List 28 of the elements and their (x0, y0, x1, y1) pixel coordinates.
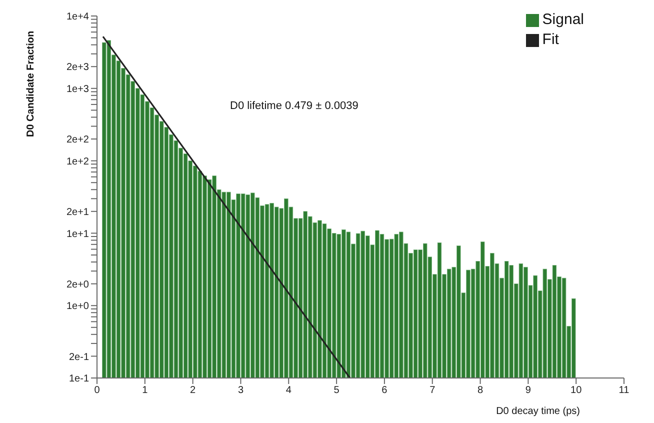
legend-label: Fit (542, 30, 559, 50)
y-tick-label: 2e+0 (66, 279, 90, 290)
y-tick-label: 1e-1 (68, 374, 90, 385)
x-tick-label: 4 (286, 385, 292, 396)
y-tick-label: 1e+1 (66, 228, 90, 240)
x-tick-label: 8 (477, 385, 484, 396)
y-tick-label: 1e+0 (66, 301, 90, 312)
x-tick-label: 3 (238, 385, 244, 396)
y-tick-label: 1e+3 (66, 84, 90, 95)
y-tick-label: 1e+2 (66, 156, 90, 168)
x-tick-label: 9 (525, 385, 532, 396)
legend-label: Signal (542, 10, 584, 30)
y-axis-title: D0 Candidate Fraction (26, 30, 37, 137)
x-tick-label: 2 (190, 385, 196, 396)
x-axis-title: D0 decay time (ps) (496, 406, 580, 417)
y-tick-label: 2e-1 (68, 352, 90, 363)
x-tick-label: 0 (94, 385, 100, 396)
annotation: D0 lifetime 0.479 ± 0.0039 (230, 100, 358, 112)
x-tick-label: 1 (142, 385, 148, 396)
x-tick-label: 10 (570, 385, 582, 396)
x-tick-label: 7 (430, 385, 436, 396)
y-tick-label: 2e+2 (66, 134, 90, 146)
y-tick-label: 2e+3 (66, 62, 90, 74)
x-tick-label: 5 (334, 385, 340, 396)
y-tick-label: 2e+1 (66, 206, 90, 218)
y-tick-label: 1e+4 (66, 12, 90, 23)
x-tick-label: 6 (382, 385, 388, 396)
x-tick-label: 11 (618, 385, 630, 396)
